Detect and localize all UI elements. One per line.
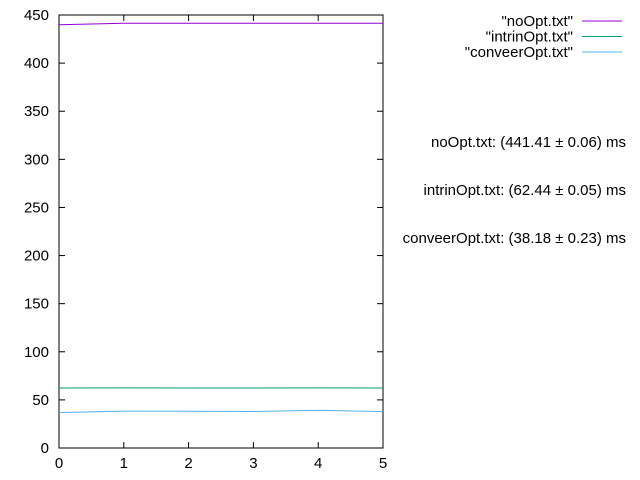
x-tick-label: 5	[379, 455, 387, 472]
y-tick-label: 450	[24, 7, 49, 24]
series-line-0	[58, 22, 383, 26]
y-tick-label: 250	[24, 199, 49, 216]
tick-marks: 0 50 100 150 200 250 300 350 400 450 0 1 2 3 4 5	[24, 7, 387, 472]
x-tick-label: 1	[120, 455, 128, 472]
series-line-2	[58, 409, 384, 414]
y-tick-label: 300	[24, 151, 49, 168]
legend: "noOpt.txt""intrinOpt.txt""conveerOpt.tx…	[465, 13, 622, 61]
y-tick-label: 400	[24, 55, 49, 72]
annotation-label-1: intrinOpt.txt: (62.44 ± 0.05) ms	[424, 182, 626, 199]
y-tick-label: 50	[32, 392, 49, 409]
legend-label-0: "noOpt.txt"	[501, 13, 573, 30]
series-lines	[58, 22, 384, 414]
x-tick-label: 3	[249, 455, 257, 472]
plot-border	[58, 14, 384, 449]
axes	[58, 14, 384, 449]
y-tick-label: 350	[24, 103, 49, 120]
x-tick-label: 0	[55, 455, 63, 472]
legend-label-1: "intrinOpt.txt"	[486, 29, 573, 46]
y-tick-label: 0	[41, 440, 49, 457]
annotations: noOpt.txt: (441.41 ± 0.06) ms intrinOpt.t…	[403, 134, 626, 247]
annotation-label-0: noOpt.txt: (441.41 ± 0.06) ms	[431, 134, 626, 151]
legend-label-2: "conveerOpt.txt"	[465, 44, 573, 61]
annotation-label-2: conveerOpt.txt: (38.18 ± 0.23) ms	[403, 230, 626, 247]
x-tick-label: 4	[314, 455, 322, 472]
y-tick-label: 150	[24, 296, 49, 313]
x-tick-label: 2	[184, 455, 192, 472]
y-tick-label: 200	[24, 248, 49, 265]
y-tick-label: 100	[24, 344, 49, 361]
